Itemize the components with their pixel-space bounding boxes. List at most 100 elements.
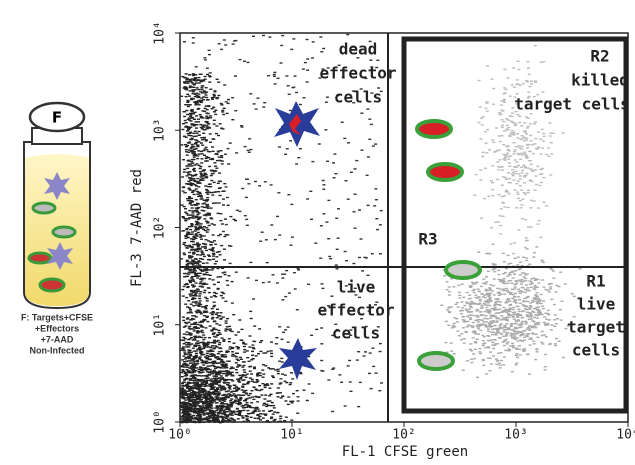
- event-dot: [492, 264, 495, 265]
- event-dot: [477, 319, 480, 320]
- event-dot: [191, 234, 194, 235]
- tube-label: F: [52, 109, 62, 127]
- caption-line: +Effectors: [35, 323, 79, 333]
- event-dot: [530, 164, 533, 165]
- event-dot: [454, 304, 457, 305]
- event-dot: [504, 329, 507, 330]
- event-dot: [535, 334, 538, 335]
- event-dot: [192, 210, 195, 211]
- event-dot: [262, 404, 265, 405]
- event-dot: [467, 324, 470, 325]
- event-dot: [519, 315, 522, 316]
- event-dot: [203, 155, 206, 156]
- event-dot: [270, 224, 273, 225]
- event-dot: [537, 131, 540, 132]
- event-dot: [335, 218, 338, 219]
- event-dot: [525, 133, 528, 134]
- event-dot: [212, 329, 215, 330]
- event-dot: [222, 362, 225, 363]
- event-dot: [291, 402, 294, 403]
- event-dot: [238, 414, 241, 415]
- event-dot: [214, 166, 217, 167]
- event-dot: [208, 214, 211, 215]
- event-dot: [276, 392, 279, 393]
- event-dot: [185, 88, 188, 89]
- event-dot: [222, 341, 225, 342]
- event-dot: [196, 405, 199, 406]
- event-dot: [514, 159, 517, 160]
- event-dot: [195, 142, 198, 143]
- event-dot: [521, 218, 524, 219]
- event-dot: [205, 94, 208, 95]
- event-dot: [368, 119, 371, 120]
- event-dot: [536, 287, 539, 288]
- event-dot: [287, 396, 290, 397]
- event-dot: [209, 89, 212, 90]
- event-dot: [529, 135, 532, 136]
- event-dot: [478, 351, 481, 352]
- event-dot: [205, 250, 208, 251]
- event-dot: [188, 344, 191, 345]
- event-dot: [199, 236, 202, 237]
- event-dot: [527, 167, 530, 168]
- event-dot: [206, 365, 209, 366]
- event-dot: [248, 361, 251, 362]
- event-dot: [202, 170, 205, 171]
- event-dot: [229, 412, 232, 413]
- event-dot: [219, 408, 222, 409]
- event-dot: [363, 257, 366, 258]
- event-dot: [204, 176, 207, 177]
- event-dot: [264, 365, 267, 366]
- event-dot: [483, 342, 486, 343]
- event-dot: [511, 173, 514, 174]
- event-dot: [189, 229, 192, 230]
- event-dot: [197, 89, 200, 90]
- event-dot: [347, 142, 350, 143]
- event-dot: [204, 185, 207, 186]
- event-dot: [243, 372, 246, 373]
- event-dot: [231, 395, 234, 396]
- event-dot: [272, 377, 275, 378]
- event-dot: [267, 351, 270, 352]
- event-dot: [487, 330, 490, 331]
- event-dot: [537, 282, 540, 283]
- event-dot: [203, 57, 206, 58]
- event-dot: [526, 127, 529, 128]
- event-dot: [199, 300, 202, 301]
- event-dot: [200, 384, 203, 385]
- event-dot: [248, 405, 251, 406]
- event-dot: [541, 129, 544, 130]
- event-dot: [211, 362, 214, 363]
- event-dot: [502, 288, 505, 289]
- event-dot: [285, 75, 288, 76]
- event-dot: [526, 173, 529, 174]
- y-axis-label: FL-3 7-AAD red: [129, 169, 145, 287]
- event-dot: [189, 295, 192, 296]
- event-dot: [473, 283, 476, 284]
- event-dot: [561, 301, 564, 302]
- event-dot: [299, 104, 302, 105]
- event-dot: [220, 312, 223, 313]
- event-dot: [225, 414, 228, 415]
- event-dot: [344, 251, 347, 252]
- event-dot: [217, 150, 220, 151]
- event-dot: [515, 171, 518, 172]
- event-dot: [533, 289, 536, 290]
- x-tick-label: 10⁰: [168, 428, 191, 443]
- event-dot: [306, 39, 309, 40]
- event-dot: [217, 330, 220, 331]
- event-dot: [185, 344, 188, 345]
- event-dot: [200, 100, 203, 101]
- event-dot: [198, 227, 201, 228]
- event-dot: [534, 169, 537, 170]
- event-dot: [492, 104, 495, 105]
- event-dot: [232, 43, 235, 44]
- event-dot: [221, 378, 224, 379]
- event-dot: [217, 268, 220, 269]
- event-dot: [250, 417, 253, 418]
- event-dot: [255, 355, 258, 356]
- event-dot: [184, 372, 187, 373]
- event-dot: [525, 260, 528, 261]
- event-dot: [562, 132, 565, 133]
- event-dot: [195, 104, 198, 105]
